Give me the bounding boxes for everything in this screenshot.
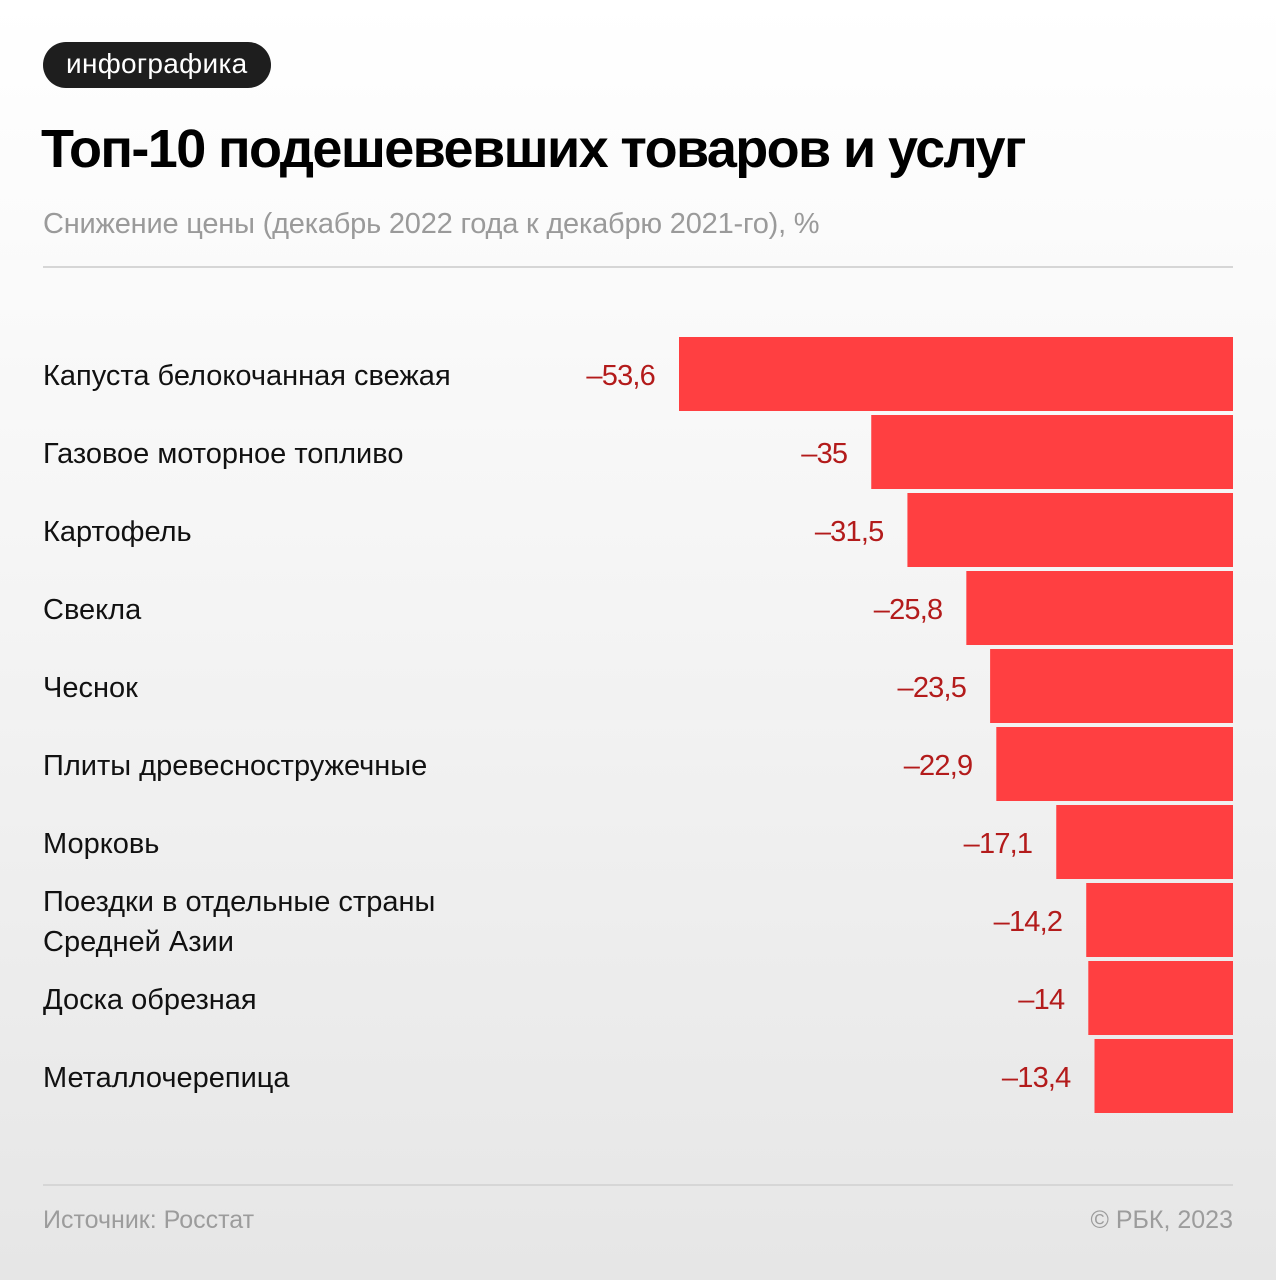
bar xyxy=(679,337,1233,411)
category-label: Свекла xyxy=(43,594,142,626)
value-label: –14 xyxy=(1018,984,1065,1016)
bar xyxy=(907,493,1233,567)
value-label: –22,9 xyxy=(904,750,973,782)
footer-divider xyxy=(43,1184,1233,1186)
copyright-note: © РБК, 2023 xyxy=(1090,1206,1233,1234)
category-label: Чеснок xyxy=(43,672,138,704)
category-label: Газовое моторное топливо xyxy=(43,438,403,470)
value-label: –14,2 xyxy=(994,906,1063,938)
value-label: –35 xyxy=(801,438,847,470)
value-label: –25,8 xyxy=(874,594,943,626)
bar xyxy=(1056,805,1233,879)
category-label: Доска обрезная xyxy=(43,984,257,1016)
bar xyxy=(871,415,1233,489)
bar xyxy=(1088,961,1233,1035)
value-label: –53,6 xyxy=(586,360,655,392)
bar xyxy=(1094,1039,1233,1113)
category-label: Поездки в отдельные страны Средней Азии xyxy=(43,886,435,958)
category-label: Картофель xyxy=(43,516,192,548)
source-note: Источник: Росстат xyxy=(43,1206,255,1234)
value-label: –13,4 xyxy=(1002,1062,1071,1094)
bar xyxy=(966,571,1233,645)
category-label: Капуста белокочанная свежая xyxy=(43,360,451,392)
category-label: Морковь xyxy=(43,828,159,860)
infographic-badge: инфографика xyxy=(43,42,271,88)
category-label: Плиты древесностружечные xyxy=(43,750,427,782)
value-label: –17,1 xyxy=(964,828,1033,860)
bar xyxy=(1086,883,1233,957)
value-label: –23,5 xyxy=(898,672,967,704)
chart-title: Топ-10 подешевевших товаров и услуг xyxy=(41,119,1026,179)
chart-subtitle: Снижение цены (декабрь 2022 года к декаб… xyxy=(43,208,820,240)
bar xyxy=(996,727,1233,801)
header-divider xyxy=(43,266,1233,268)
value-label: –31,5 xyxy=(815,516,884,548)
category-label: Металлочерепица xyxy=(43,1062,290,1094)
bar xyxy=(990,649,1233,723)
